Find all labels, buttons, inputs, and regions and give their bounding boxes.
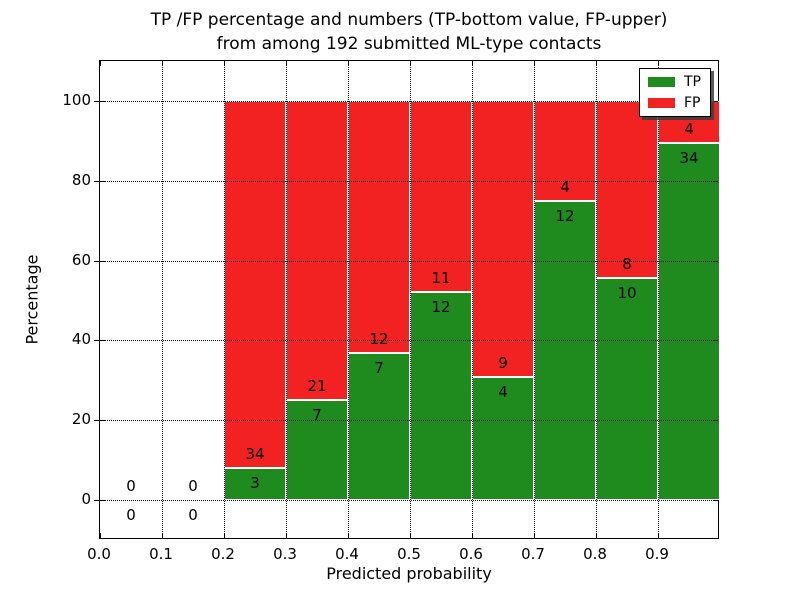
bars-layer xyxy=(100,61,720,538)
x-tick-label: 0.7 xyxy=(521,545,545,563)
bar-segment-tp xyxy=(596,278,658,501)
x-tick-label: 0.6 xyxy=(459,545,483,563)
y-tick-label: 100 xyxy=(62,90,91,109)
tp-count-label: 0 xyxy=(188,506,198,525)
y-tick-mark xyxy=(94,180,105,182)
fp-count-label: 0 xyxy=(188,477,198,496)
fp-count-label: 0 xyxy=(126,477,136,496)
y-tick-mark xyxy=(94,340,105,342)
bar-segment-tp xyxy=(658,142,720,501)
bar-segment-tp xyxy=(224,467,286,501)
y-tick-label: 80 xyxy=(71,170,91,189)
y-tick-mark xyxy=(94,420,105,422)
tp-count-label: 7 xyxy=(374,359,384,378)
bar-segment-tp xyxy=(472,377,534,501)
y-tick-mark xyxy=(94,500,105,502)
tp-count-label: 34 xyxy=(679,148,699,167)
chart-title: TP /FP percentage and numbers (TP-bottom… xyxy=(99,8,719,56)
y-tick-label: 0 xyxy=(81,490,91,509)
tp-count-label: 7 xyxy=(312,406,322,425)
x-tick-label: 0.2 xyxy=(211,545,235,563)
legend: TP FP xyxy=(639,68,711,117)
x-tick-label: 0.5 xyxy=(397,545,421,563)
tp-legend-swatch xyxy=(648,77,675,87)
fp-legend-label: FP xyxy=(684,95,701,111)
bar-value-labels-layer: 0 0 0 0 34 3 21 7 12 7 11 12 9 4 4 12 8 10 4 34 xyxy=(100,61,718,538)
bar-segment-fp xyxy=(534,100,596,201)
fp-count-label: 9 xyxy=(498,354,508,373)
x-tick-label: 0.3 xyxy=(273,545,297,563)
bar-segment-tp xyxy=(534,200,596,501)
x-tick-label: 0.8 xyxy=(583,545,607,563)
fp-count-label: 4 xyxy=(684,119,694,138)
y-tick-label: 60 xyxy=(71,250,91,269)
fp-count-label: 21 xyxy=(307,377,327,396)
tp-count-label: 12 xyxy=(555,206,575,225)
y-tick-label: 20 xyxy=(71,410,91,429)
plot-area: 0 0 0 0 34 3 21 7 12 7 11 12 9 4 4 12 8 10 4 34 TP FP xyxy=(94,60,720,539)
legend-item-fp: FP xyxy=(648,96,701,110)
x-tick-label: 0.0 xyxy=(87,545,111,563)
tp-count-label: 4 xyxy=(498,383,508,402)
tp-count-label: 3 xyxy=(250,473,260,492)
bar-segment-tp xyxy=(348,353,410,501)
x-tick-mark xyxy=(100,533,101,538)
x-tick-mark xyxy=(100,61,101,66)
chart-title-line2: from among 192 submitted ML-type contact… xyxy=(216,34,602,54)
tp-count-label: 12 xyxy=(431,297,451,316)
chart-title-line1: TP /FP percentage and numbers (TP-bottom… xyxy=(150,10,668,30)
y-axis-label: Percentage xyxy=(22,254,42,345)
x-tick-label: 0.1 xyxy=(149,545,173,563)
legend-item-tp: TP xyxy=(648,75,701,89)
x-tick-label: 0.9 xyxy=(645,545,669,563)
x-tick-label: 0.4 xyxy=(335,545,359,563)
y-tick-mark xyxy=(94,260,105,262)
tp-count-label: 10 xyxy=(617,284,637,303)
y-tick-mark xyxy=(94,100,105,102)
fp-count-label: 8 xyxy=(622,255,632,274)
tp-count-label: 0 xyxy=(126,506,136,525)
y-tick-label: 40 xyxy=(71,330,91,349)
tp-legend-label: TP xyxy=(684,74,701,90)
bar-segment-tp xyxy=(286,400,348,501)
fp-count-label: 34 xyxy=(245,444,265,463)
fp-count-label: 12 xyxy=(369,330,389,349)
fp-count-label: 4 xyxy=(560,177,570,196)
bar-segment-tp xyxy=(410,291,472,501)
fp-legend-swatch xyxy=(648,98,675,108)
x-axis-label: Predicted probability xyxy=(326,564,492,583)
fp-count-label: 11 xyxy=(431,268,451,287)
